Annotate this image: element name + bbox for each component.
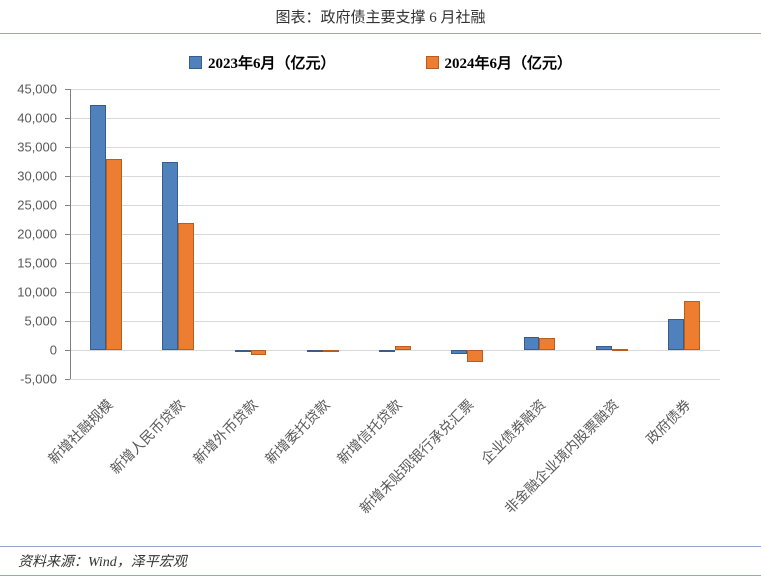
y-tick-mark (65, 379, 70, 380)
x-category-label: 新增信托贷款 (333, 395, 407, 469)
y-tick-label: 5,000 (24, 314, 57, 329)
y-tick-mark (65, 89, 70, 90)
y-tick-label: 35,000 (17, 140, 57, 155)
legend-swatch-2023 (189, 56, 202, 69)
bar (451, 350, 467, 354)
y-tick-label: 20,000 (17, 227, 57, 242)
bar (612, 349, 628, 351)
bar (668, 319, 684, 350)
x-category-label: 新增社融规模 (44, 395, 118, 469)
y-tick-label: 10,000 (17, 285, 57, 300)
y-tick-label: -5,000 (20, 372, 57, 387)
y-tick-mark (65, 350, 70, 351)
y-axis: -5,00005,00010,00015,00020,00025,00030,0… (0, 89, 65, 379)
bar (106, 159, 122, 350)
y-tick-mark (65, 118, 70, 119)
y-tick-label: 25,000 (17, 198, 57, 213)
bar (307, 350, 323, 352)
legend-item-2024: 2024年6月（亿元） (426, 52, 573, 73)
chart-container: 2023年6月（亿元） 2024年6月（亿元） -5,000 0 5,000 10,0… (0, 34, 761, 544)
bar (251, 350, 267, 355)
y-tick-mark (65, 321, 70, 322)
y-tick-label: 0 (50, 343, 57, 358)
bar (235, 350, 251, 352)
y-tick-label: 40,000 (17, 111, 57, 126)
bar (539, 338, 555, 350)
x-category-label: 政府债券 (641, 395, 695, 449)
bar (395, 346, 411, 350)
legend: 2023年6月（亿元） 2024年6月（亿元） (0, 52, 761, 73)
y-tick-mark (65, 234, 70, 235)
bar (162, 162, 178, 350)
y-tick-mark (65, 147, 70, 148)
bars-layer (70, 89, 720, 379)
bar (323, 350, 339, 352)
x-category-label: 新增人民币贷款 (106, 395, 189, 478)
bar (90, 105, 106, 350)
chart-title: 图表：政府债主要支撑 6 月社融 (0, 0, 761, 34)
bar (524, 337, 540, 350)
bar (596, 346, 612, 350)
y-tick-label: 30,000 (17, 169, 57, 184)
y-tick-label: 15,000 (17, 256, 57, 271)
bar (684, 301, 700, 350)
x-category-label: 企业债券融资 (477, 395, 551, 469)
source-citation: 资料来源：Wind，泽平宏观 (0, 546, 761, 576)
y-tick-mark (65, 292, 70, 293)
plot-area (70, 89, 720, 379)
x-category-label: 新增外币贷款 (188, 395, 262, 469)
legend-swatch-2024 (426, 56, 439, 69)
y-tick-mark (65, 263, 70, 264)
bar (467, 350, 483, 362)
x-category-label: 新增委托贷款 (260, 395, 334, 469)
y-tick-mark (65, 205, 70, 206)
bar (379, 350, 395, 352)
legend-item-2023: 2023年6月（亿元） (189, 52, 336, 73)
y-tick-mark (65, 176, 70, 177)
x-axis-labels: 新增社融规模新增人民币贷款新增外币贷款新增委托贷款新增信托贷款新增未贴现银行承兑… (70, 384, 720, 554)
bar (178, 223, 194, 350)
gridline (70, 379, 720, 380)
legend-label-2023: 2023年6月（亿元） (208, 52, 336, 73)
legend-label-2024: 2024年6月（亿元） (445, 52, 573, 73)
y-tick-label: 45,000 (17, 82, 57, 97)
